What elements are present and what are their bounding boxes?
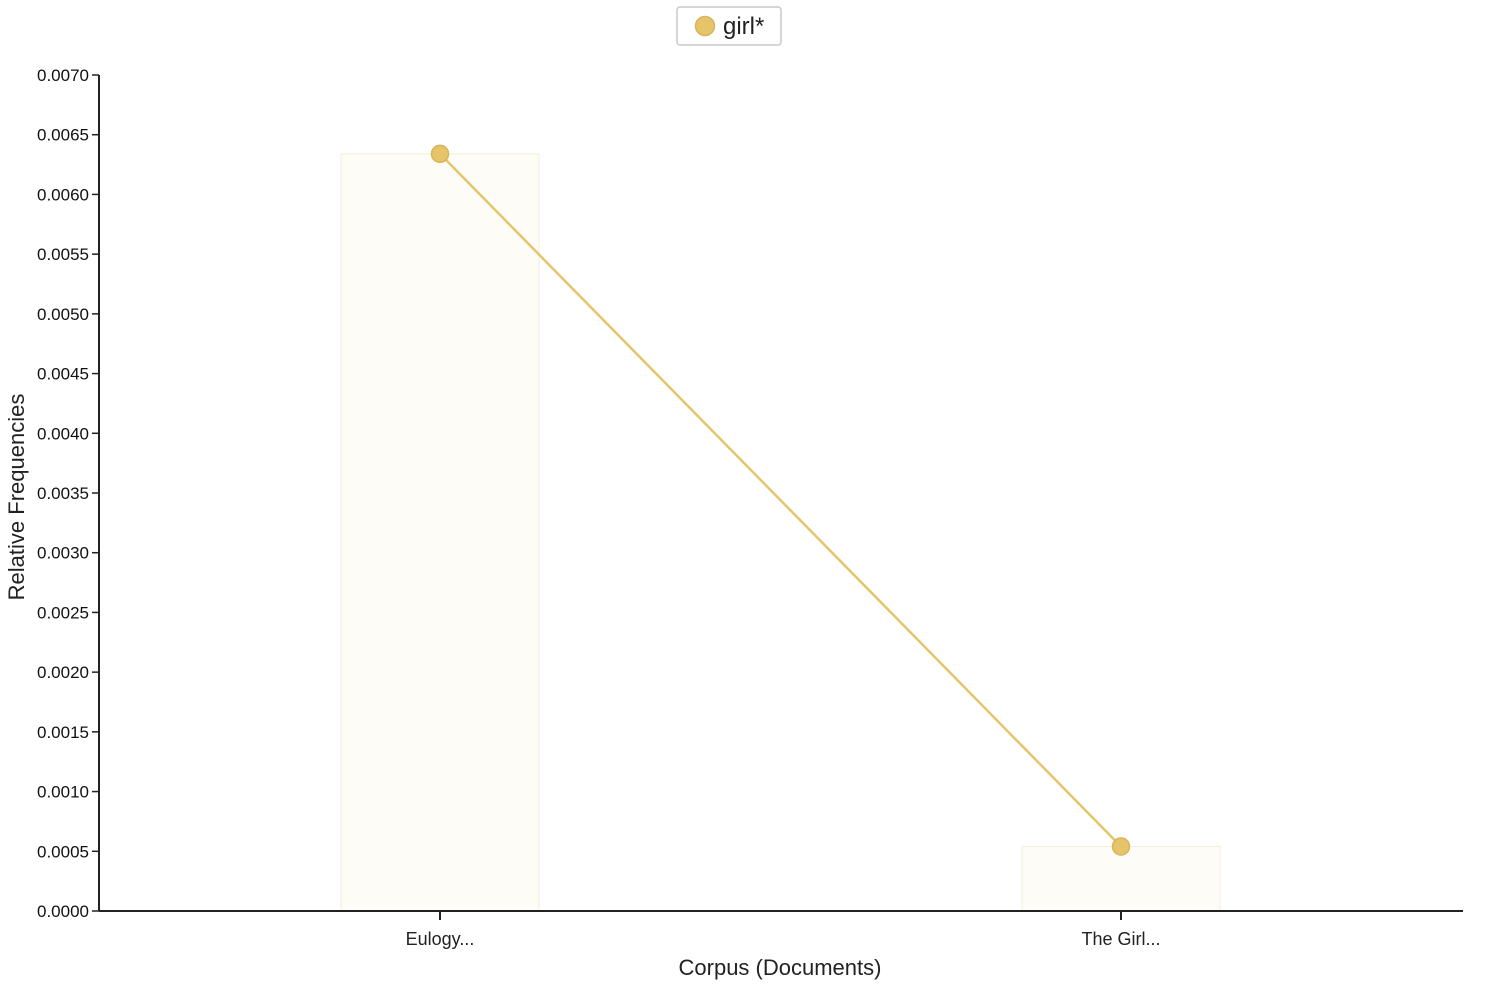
x-tick-label[interactable]: The Girl... [1081, 929, 1160, 949]
y-tick-label: 0.0055 [37, 245, 89, 264]
y-tick-label: 0.0025 [37, 603, 89, 622]
bar-1[interactable] [1021, 846, 1221, 912]
legend-label-girl: girl* [723, 13, 764, 40]
y-tick-label: 0.0000 [37, 902, 89, 921]
bar-0[interactable] [340, 153, 540, 912]
y-tick-label: 0.0040 [37, 424, 89, 443]
legend-swatch-girl [694, 15, 716, 37]
y-tick-label: 0.0020 [37, 663, 89, 682]
y-tick-label: 0.0065 [37, 126, 89, 145]
y-tick-label: 0.0045 [37, 365, 89, 384]
series-layer [430, 144, 1131, 856]
y-tick-label: 0.0060 [37, 185, 89, 204]
y-tick-label: 0.0050 [37, 305, 89, 324]
y-tick-label: 0.0015 [37, 723, 89, 742]
series-line-0[interactable] [439, 152, 1122, 848]
x-tick-label[interactable]: Eulogy... [406, 929, 475, 949]
y-tick-label: 0.0030 [37, 544, 89, 563]
bar-layer [340, 153, 1221, 912]
x-axis: Eulogy... The Girl... [99, 910, 1463, 949]
y-tick-label: 0.0005 [37, 842, 89, 861]
y-tick-label: 0.0010 [37, 783, 89, 802]
y-tick-label: 0.0035 [37, 484, 89, 503]
data-point-0-1[interactable] [1111, 837, 1131, 856]
y-axis-title: Relative Frequencies [4, 394, 29, 601]
legend[interactable]: girl* [676, 6, 782, 46]
data-point-0-0[interactable] [430, 144, 450, 164]
y-axis: 0.0000 0.0005 0.0010 0.0015 0.0020 0.0025 0.00… [37, 66, 100, 921]
x-axis-title: Corpus (Documents) [679, 955, 882, 980]
y-tick-label: 0.0070 [37, 66, 89, 85]
